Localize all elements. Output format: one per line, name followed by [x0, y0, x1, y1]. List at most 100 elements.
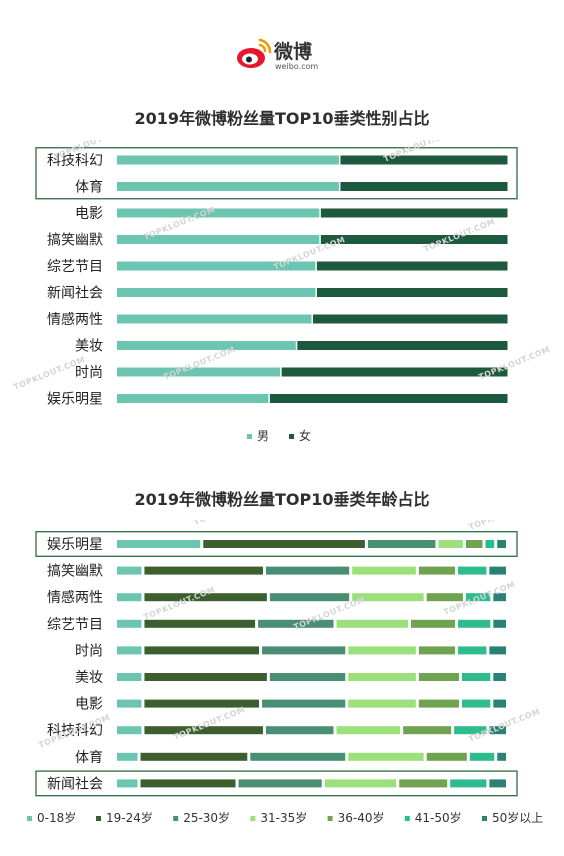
watermark: TOPKLOUT.COM — [172, 705, 246, 742]
bar-segment — [313, 314, 508, 324]
bar-segment — [117, 288, 316, 297]
legend-swatch — [250, 816, 256, 821]
bar-segment — [117, 341, 296, 350]
bar-segment — [250, 752, 346, 761]
category-label: 新闻社会 — [47, 286, 103, 302]
bar-segment — [348, 673, 416, 681]
bar-segment — [117, 540, 201, 548]
category-label: 娱乐明星 — [47, 537, 103, 553]
bar-segment — [117, 367, 281, 377]
bar-segment — [489, 566, 506, 575]
bar-segment — [485, 540, 495, 548]
bar-segment — [117, 699, 142, 708]
legend-label: 女 — [299, 428, 311, 443]
weibo-logo-domain: weibo.com — [275, 62, 318, 71]
legend-swatch — [27, 816, 32, 821]
bar-segment — [269, 673, 346, 681]
legend-swatch — [327, 816, 333, 821]
category-label: 综艺节目 — [47, 259, 103, 275]
category-label: 搞笑幽默 — [47, 564, 103, 580]
bar-segment — [144, 726, 263, 735]
watermark: TOPKLOUT.COM — [477, 345, 551, 382]
legend-swatch — [482, 816, 487, 821]
legend-label: 男 — [257, 429, 269, 443]
legend-label: 25-30岁 — [183, 810, 230, 825]
bar-segment — [140, 779, 236, 788]
bar-segment — [117, 261, 316, 271]
bar-segment — [140, 752, 248, 761]
category-label: 体育 — [75, 750, 103, 766]
category-label: 娱乐明星 — [47, 392, 103, 408]
bar-segment — [117, 314, 312, 324]
bar-segment — [144, 646, 260, 655]
category-label: 情感两性 — [47, 589, 103, 606]
bar-segment — [352, 593, 424, 602]
bar-segment — [426, 752, 467, 761]
highlight-box — [35, 147, 518, 200]
category-label: 科技科幻 — [47, 153, 103, 169]
bar-segment — [352, 566, 416, 575]
category-label: 搞笑幽默 — [47, 233, 103, 249]
bar-segment — [493, 699, 506, 708]
bar-segment — [458, 619, 491, 628]
bar-segment — [489, 646, 506, 655]
bar-segment — [461, 699, 491, 708]
legend-swatch — [289, 434, 294, 439]
legend-label: 41-50岁 — [415, 810, 462, 825]
bar-segment — [340, 182, 508, 191]
bar-segment — [203, 540, 365, 548]
bar-segment — [336, 726, 401, 735]
bar-segment — [324, 779, 397, 788]
category-label: 情感两性 — [47, 311, 103, 328]
bar-segment — [117, 394, 269, 403]
bar-segment — [144, 673, 267, 681]
bar-segment — [144, 619, 256, 628]
legend-label: 19-24岁 — [106, 810, 153, 825]
bar-segment — [117, 726, 142, 735]
bar-segment — [144, 593, 267, 602]
legend-label: 50岁以上 — [492, 810, 543, 825]
legend-label: 0-18岁 — [37, 810, 76, 825]
bar-segment — [465, 593, 491, 602]
bar-segment — [144, 566, 263, 575]
bar-segment — [411, 619, 456, 628]
bar-segment — [281, 367, 508, 377]
legend-swatch — [96, 816, 101, 821]
bar-segment — [438, 540, 463, 548]
bar-segment — [117, 593, 142, 602]
bar-segment — [348, 646, 416, 655]
category-label: 综艺节目 — [47, 617, 103, 633]
bar-segment — [117, 752, 138, 761]
bar-segment — [117, 673, 142, 681]
bar-segment — [469, 752, 495, 761]
category-label: 电影 — [75, 206, 103, 222]
bar-segment — [320, 208, 508, 218]
bar-segment — [117, 155, 339, 165]
bar-segment — [489, 779, 506, 788]
bar-segment — [418, 699, 459, 708]
bar-segment — [258, 619, 334, 628]
category-label: 科技科幻 — [47, 723, 103, 739]
highlight-box — [35, 770, 518, 797]
bar-segment — [493, 593, 506, 602]
weibo-logo-name: 微博 — [273, 40, 312, 63]
bar-segment — [493, 619, 506, 628]
bar-segment — [461, 673, 491, 681]
watermark: TOPKLOUT.COM — [467, 520, 541, 532]
bar-segment — [454, 726, 487, 735]
age-chart-title: 2019年微博粉丝量TOP10垂类年龄占比 — [134, 490, 430, 509]
category-label: 新闻社会 — [47, 776, 103, 792]
bar-segment — [489, 726, 506, 735]
bar-segment — [336, 619, 408, 628]
bar-segment — [269, 593, 350, 602]
bar-segment — [262, 646, 346, 655]
bar-segment — [262, 699, 346, 708]
bar-segment — [265, 726, 334, 735]
bar-segment — [117, 646, 142, 655]
category-label: 体育 — [75, 180, 103, 196]
bar-segment — [426, 593, 463, 602]
bar-segment — [399, 779, 448, 788]
bar-segment — [418, 673, 459, 681]
bar-segment — [418, 646, 456, 655]
